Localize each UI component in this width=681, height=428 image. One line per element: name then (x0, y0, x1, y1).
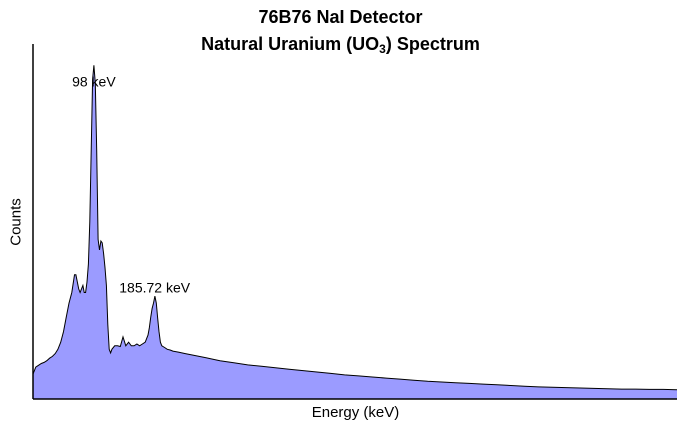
chart-title-line2: Natural Uranium (UO3) Spectrum (0, 34, 681, 56)
peak-annotation-2: 185.72 keV (119, 280, 190, 296)
title-line2-subscript: 3 (379, 42, 386, 56)
title-line2-prefix: Natural Uranium (UO (201, 34, 380, 54)
peak-annotation-1: 98 keV (72, 74, 116, 90)
spectrum-area (33, 65, 677, 400)
spectrum-line (32, 65, 678, 391)
chart-title-line1: 76B76 NaI Detector (258, 7, 423, 27)
plot-area: 98 keV 185.72 keV (32, 44, 678, 400)
y-axis-label: Counts (7, 198, 25, 246)
x-axis-label: Energy (keV) (311, 404, 400, 421)
title-line2-suffix: ) Spectrum (385, 34, 480, 54)
